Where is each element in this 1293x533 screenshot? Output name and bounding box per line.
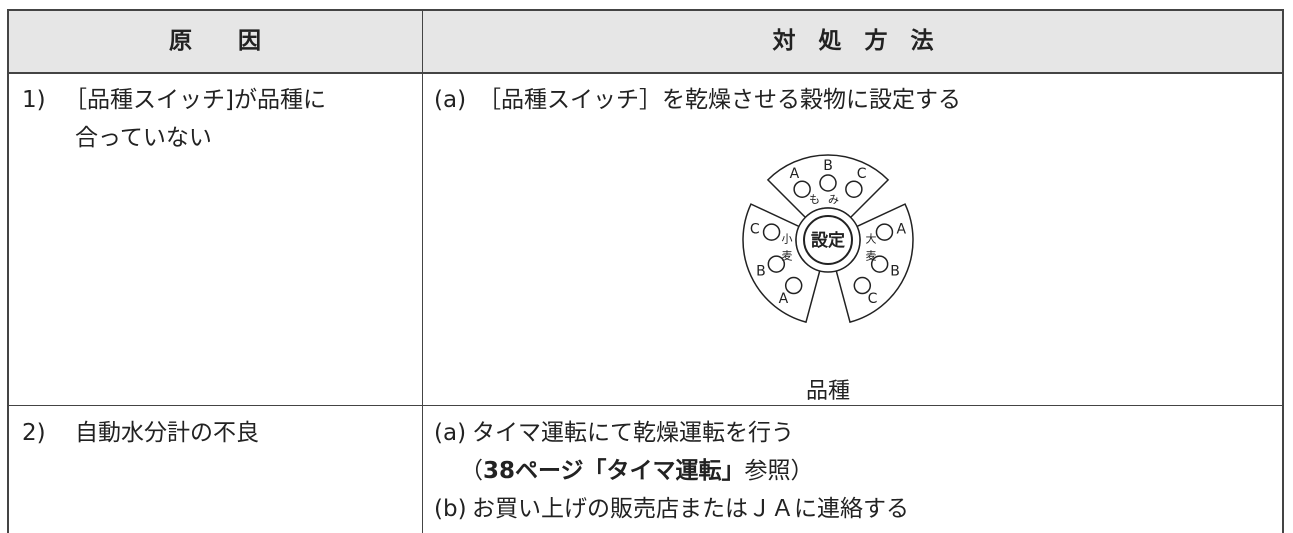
dial-option	[784, 276, 803, 295]
remedy-label: (b)	[434, 496, 467, 522]
cause-line: 自動水分計の不良	[75, 420, 259, 446]
remedy-label: (a)	[434, 87, 467, 113]
dial-option	[793, 180, 811, 198]
border	[422, 9, 423, 533]
dial-group-name: もみ	[809, 193, 847, 206]
remedy-text: お買い上げの販売店またはＪＡに連絡する	[472, 496, 909, 522]
header-bg	[8, 10, 1283, 72]
row-number: 2)	[22, 420, 46, 446]
dial-option	[853, 276, 872, 295]
remedy-note: （38ページ「タイマ運転」参照）	[460, 460, 814, 483]
note-open: （	[460, 458, 483, 484]
note-bold: 38ページ「タイマ運転」	[483, 458, 745, 484]
remedy-label: (a)	[434, 420, 467, 446]
dial-option	[819, 174, 837, 192]
remedy-text: タイマ運転にて乾燥運転を行う	[472, 420, 794, 446]
note-close: 参照）	[744, 458, 814, 484]
dial-center-label: 設定	[811, 230, 845, 251]
border	[1282, 9, 1284, 533]
remedy-text: ［品種スイッチ］を乾燥させる穀物に設定する	[478, 87, 961, 113]
dial-option	[875, 223, 894, 241]
dial-option-label: C	[857, 166, 867, 182]
dial-option	[767, 255, 786, 273]
dial-option	[845, 180, 863, 198]
dial-option-label: B	[756, 263, 766, 279]
dial-option-label: A	[790, 166, 800, 182]
dial-group-name: 小麦	[780, 233, 793, 267]
dial-option-label: C	[750, 222, 760, 238]
dial-center	[803, 215, 853, 265]
header-cause: 原 因	[169, 28, 261, 54]
dial-option-label: C	[868, 291, 878, 307]
dial-group-name: 大麦	[864, 232, 877, 267]
border	[7, 9, 1284, 11]
dial-option	[762, 223, 781, 241]
header-remedy: 対 処 方 法	[772, 28, 934, 54]
dial-caption: 品種	[806, 379, 850, 404]
dial-option-label: B	[823, 158, 833, 174]
border	[7, 9, 9, 533]
dial-option	[870, 255, 889, 273]
border	[7, 72, 1284, 74]
border	[7, 405, 1284, 406]
dial-option-label: A	[779, 291, 789, 307]
row-number: 1)	[22, 87, 46, 113]
cause-line: ［品種スイッチ]が品種に	[64, 87, 326, 113]
cause-line: 合っていない	[75, 125, 212, 151]
dial-option-label: B	[890, 263, 900, 279]
dial-option-label: A	[896, 222, 906, 238]
